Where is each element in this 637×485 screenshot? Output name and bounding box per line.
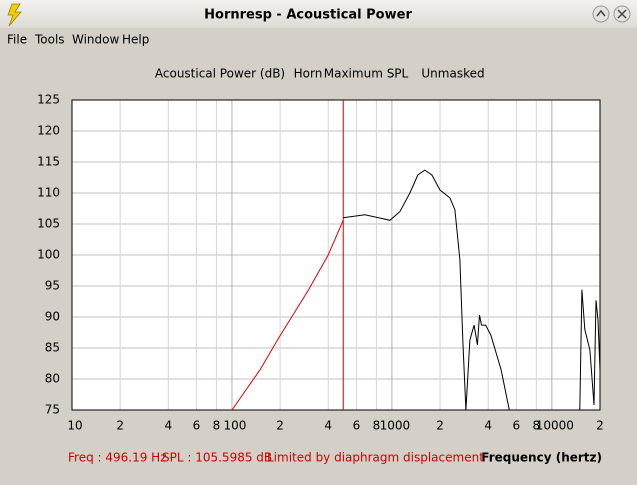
close-icon bbox=[617, 9, 627, 19]
y-tick-label: 85 bbox=[45, 341, 60, 355]
x-tick-label: 4 bbox=[484, 419, 492, 433]
x-tick-label: 4 bbox=[324, 419, 332, 433]
menu-item[interactable]: Help bbox=[122, 33, 149, 47]
x-tick-label: 6 bbox=[193, 419, 201, 433]
y-tick-label: 80 bbox=[45, 372, 60, 386]
status-spl: SPL : 105.5985 dB bbox=[162, 451, 272, 465]
x-tick-label: 8 bbox=[213, 419, 221, 433]
chart-tag: Unmasked bbox=[421, 67, 484, 81]
menu-item[interactable]: File bbox=[7, 33, 27, 47]
y-tick-label: 95 bbox=[45, 279, 60, 293]
series-line bbox=[343, 169, 601, 411]
x-axis-label: Frequency (hertz) bbox=[481, 451, 602, 465]
y-tick-label: 90 bbox=[45, 310, 60, 324]
x-tick-label: 2 bbox=[596, 419, 604, 433]
title-bar bbox=[0, 0, 637, 28]
x-tick-label: 2 bbox=[276, 419, 284, 433]
x-tick-label: 4 bbox=[164, 419, 172, 433]
x-tick-label: 10 bbox=[67, 419, 82, 433]
y-tick-label: 125 bbox=[37, 93, 60, 107]
menu-item[interactable]: Window bbox=[72, 33, 120, 47]
y-tick-label: 115 bbox=[37, 155, 60, 169]
y-tick-label: 75 bbox=[45, 403, 60, 417]
x-tick-label: 6 bbox=[513, 419, 521, 433]
y-tick-label: 110 bbox=[37, 186, 60, 200]
x-tick-label: 8 bbox=[373, 419, 381, 433]
x-tick-label: 1000 bbox=[380, 419, 411, 433]
y-tick-label: 120 bbox=[37, 124, 60, 138]
chart-title: Acoustical Power (dB) bbox=[155, 67, 285, 81]
maximize-icon bbox=[596, 9, 606, 17]
chart-tag: Horn bbox=[294, 67, 323, 81]
menu-item[interactable]: Tools bbox=[34, 33, 65, 47]
x-tick-label: 6 bbox=[353, 419, 361, 433]
chart-tag: Maximum SPL bbox=[324, 67, 409, 81]
x-tick-label: 100 bbox=[223, 419, 246, 433]
series-line bbox=[231, 220, 344, 411]
app-icon bbox=[7, 3, 22, 27]
y-tick-label: 105 bbox=[37, 217, 60, 231]
maximize-button[interactable] bbox=[592, 5, 610, 23]
status-freq: Freq : 496.19 Hz bbox=[68, 451, 167, 465]
x-tick-label: 2 bbox=[436, 419, 444, 433]
window-title: Hornresp - Acoustical Power bbox=[204, 8, 412, 23]
x-tick-label: 2 bbox=[116, 419, 124, 433]
y-tick-label: 100 bbox=[37, 248, 60, 262]
status-note: Limited by diaphragm displacement bbox=[267, 451, 484, 465]
plot-border bbox=[71, 99, 601, 411]
x-tick-label: 8 bbox=[533, 419, 541, 433]
x-tick-label: 10000 bbox=[536, 419, 574, 433]
